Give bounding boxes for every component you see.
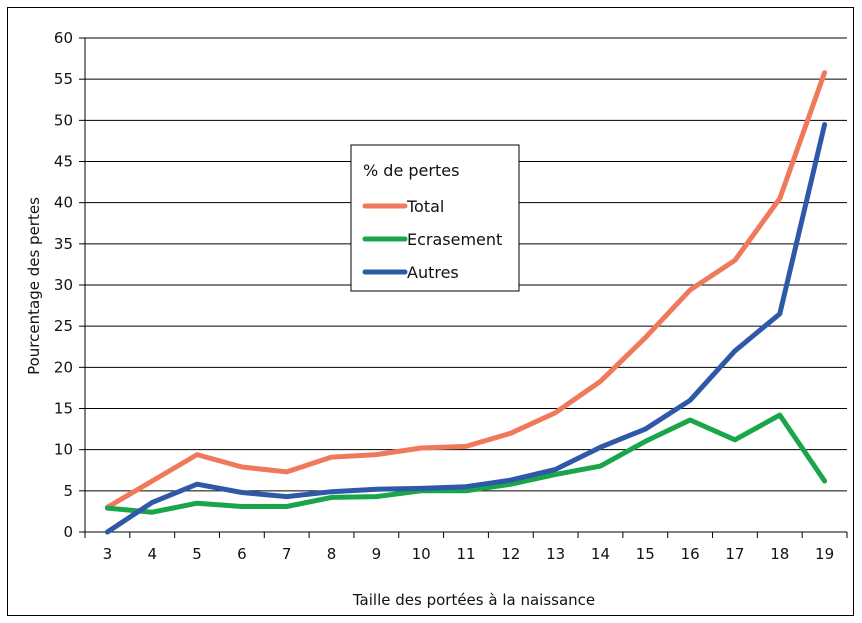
legend: % de pertes Total Ecrasement Autres <box>350 144 520 292</box>
x-tick-label: 13 <box>546 545 565 563</box>
chart-frame <box>7 7 854 616</box>
axes <box>84 38 847 533</box>
y-tick-label: 5 <box>63 482 73 500</box>
legend-items: Total Ecrasement Autres <box>362 197 502 282</box>
y-tick-label: 20 <box>54 358 73 376</box>
legend-label: Autres <box>407 263 459 282</box>
x-tick-labels: 3 4 5 6 7 8 9 10 11 12 13 14 15 16 17 18 19 <box>84 532 848 563</box>
y-tick-label: 35 <box>54 235 73 253</box>
x-tick-label: 9 <box>372 545 382 563</box>
series-lines <box>104 70 828 535</box>
series-line-autres <box>104 122 828 535</box>
y-tick-label: 0 <box>63 523 73 541</box>
x-tick-label: 18 <box>770 545 789 563</box>
y-tick-label: 10 <box>54 441 73 459</box>
y-tick-label: 30 <box>54 276 73 294</box>
x-tick-label: 7 <box>282 545 292 563</box>
y-tick-label: 40 <box>54 194 73 212</box>
series-line-total <box>104 70 828 510</box>
x-tick-label: 8 <box>327 545 337 563</box>
x-tick-label: 16 <box>681 545 700 563</box>
y-axis-title: Pourcentage des pertes <box>25 197 43 375</box>
legend-label: Total <box>406 197 444 216</box>
legend-label: Ecrasement <box>407 230 502 249</box>
x-tick-label: 10 <box>412 545 431 563</box>
y-tick-label: 55 <box>54 70 73 88</box>
x-axis-title: Taille des portées à la naissance <box>352 591 595 609</box>
x-tick-label: 3 <box>103 545 113 563</box>
x-tick-label: 19 <box>815 545 834 563</box>
x-tick-label: 17 <box>725 545 744 563</box>
y-tick-label: 60 <box>54 29 73 47</box>
x-tick-label: 14 <box>591 545 610 563</box>
series-line-ecrasement <box>104 412 828 515</box>
x-tick-label: 15 <box>636 545 655 563</box>
x-tick-label: 12 <box>501 545 520 563</box>
x-tick-label: 4 <box>147 545 157 563</box>
legend-title: % de pertes <box>363 161 459 180</box>
y-tick-label: 50 <box>54 111 73 129</box>
x-tick-label: 11 <box>456 545 475 563</box>
x-tick-label: 6 <box>237 545 247 563</box>
y-tick-labels: 0 5 10 15 20 25 30 35 40 45 50 55 60 <box>54 29 73 541</box>
y-tick-label: 15 <box>54 400 73 418</box>
legend-box <box>350 144 520 292</box>
y-tick-label: 45 <box>54 153 73 171</box>
x-tick-label: 5 <box>192 545 202 563</box>
y-tick-label: 25 <box>54 317 73 335</box>
